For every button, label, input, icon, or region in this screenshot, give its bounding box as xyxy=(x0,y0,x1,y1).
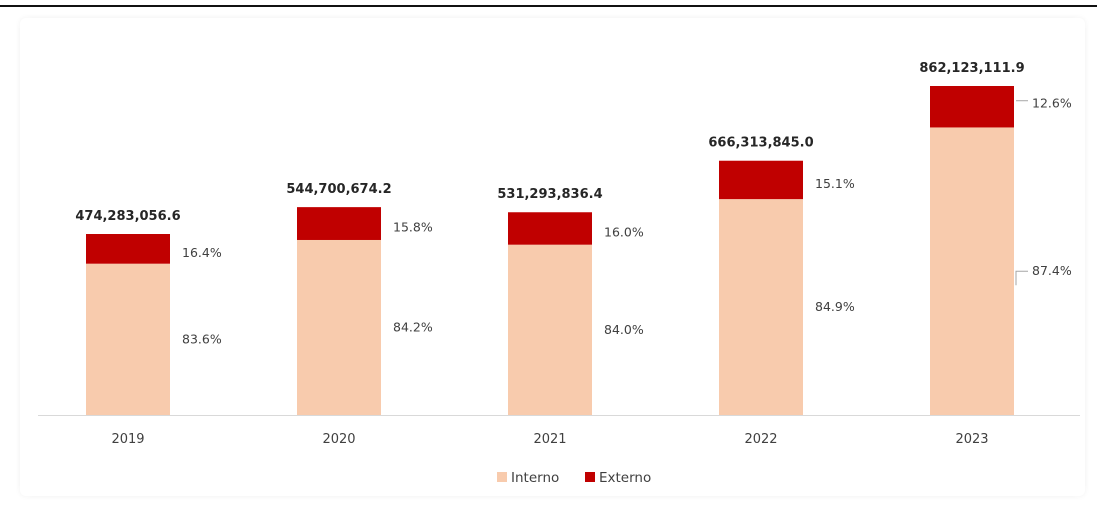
leader-line-interno xyxy=(1015,270,1028,286)
interno-pct-label-2020: 84.2% xyxy=(393,319,433,334)
interno-pct-label-2021: 84.0% xyxy=(604,322,644,337)
legend-swatch-externo xyxy=(585,472,595,482)
bar-externo-2021 xyxy=(508,212,592,245)
interno-pct-label-2019: 83.6% xyxy=(182,331,222,346)
total-label-2021: 531,293,836.4 xyxy=(497,187,602,202)
x-tick-label-2023: 2023 xyxy=(955,432,988,447)
top-rule xyxy=(0,5,1097,7)
total-label-2020: 544,700,674.2 xyxy=(286,182,391,197)
externo-pct-label-2020: 15.8% xyxy=(393,220,433,235)
legend: Interno Externo xyxy=(497,470,651,486)
bar-interno-2020 xyxy=(297,239,381,415)
bar-externo-2023 xyxy=(930,86,1014,128)
bar-interno-2019 xyxy=(86,263,170,415)
bar-interno-2021 xyxy=(508,244,592,415)
legend-swatch-interno xyxy=(497,472,507,482)
bar-interno-2023 xyxy=(930,127,1014,415)
bars-group xyxy=(86,86,1014,415)
interno-pct-label-2022: 84.9% xyxy=(815,299,855,314)
externo-pct-label-2021: 16.0% xyxy=(604,224,644,239)
bar-externo-2022 xyxy=(719,160,803,200)
legend-label-interno: Interno xyxy=(511,470,559,486)
labels-group: 474,283,056.6 16.4% 83.6% 2019 544,700,674.2… xyxy=(75,61,1071,447)
externo-pct-label-2023: 12.6% xyxy=(1032,96,1072,111)
interno-pct-label-2023: 87.4% xyxy=(1032,263,1072,278)
bar-externo-2020 xyxy=(297,207,381,240)
x-tick-label-2019: 2019 xyxy=(111,432,144,447)
x-tick-label-2021: 2021 xyxy=(533,432,566,447)
legend-label-externo: Externo xyxy=(599,470,651,486)
x-tick-label-2022: 2022 xyxy=(744,432,777,447)
bar-externo-2019 xyxy=(86,234,170,264)
externo-pct-label-2022: 15.1% xyxy=(815,176,855,191)
total-label-2022: 666,313,845.0 xyxy=(708,136,813,151)
bar-interno-2022 xyxy=(719,199,803,415)
x-tick-label-2020: 2020 xyxy=(322,432,355,447)
total-label-2019: 474,283,056.6 xyxy=(75,209,180,224)
externo-pct-label-2019: 16.4% xyxy=(182,245,222,260)
total-label-2023: 862,123,111.9 xyxy=(919,61,1024,76)
